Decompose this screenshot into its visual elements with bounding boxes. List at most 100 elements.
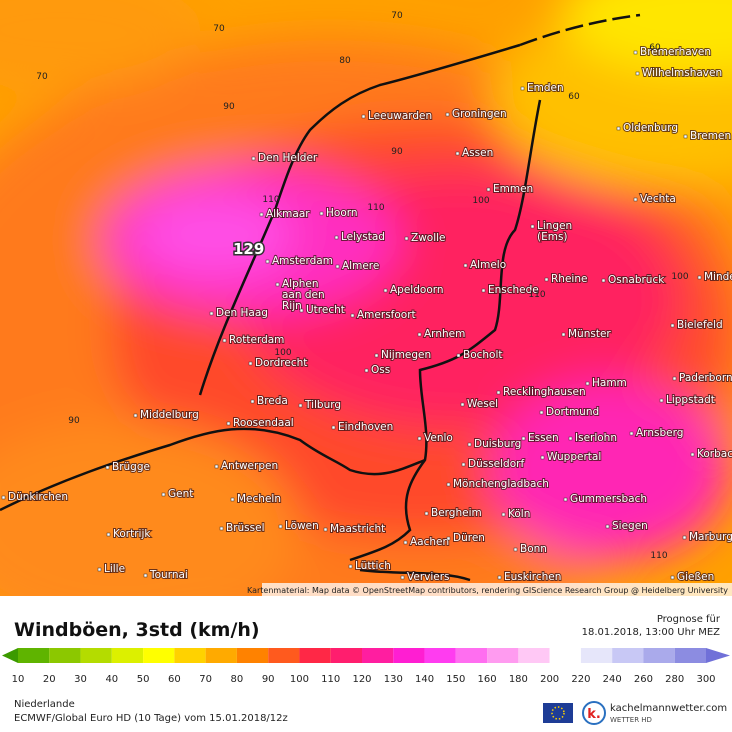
city-label: Eindhoven — [338, 421, 393, 433]
colorbar-label: 20 — [43, 674, 56, 685]
city-label: Lille — [104, 563, 125, 575]
colorbar-swatch — [330, 648, 362, 663]
city-dot — [521, 436, 526, 441]
city-dot — [275, 282, 280, 287]
city-label: Osnabrück — [608, 274, 665, 286]
city-dot — [568, 436, 573, 441]
brand-logo — [582, 701, 606, 725]
city-label: Groningen — [452, 108, 507, 120]
max-value: 129 — [233, 240, 264, 258]
colorbar-swatch — [612, 648, 644, 663]
city-label: Emmen — [493, 183, 533, 195]
city-dot — [635, 71, 640, 76]
colorbar-label: 100 — [290, 674, 309, 685]
contour-label: 100 — [671, 272, 688, 282]
city-dot — [629, 431, 634, 436]
city-dot — [670, 323, 675, 328]
city-label: Hoorn — [326, 207, 358, 219]
city-label: Lüttich — [355, 560, 391, 572]
city-label: Iserlohn — [575, 432, 617, 444]
city-label: Tilburg — [304, 399, 341, 411]
city-dot — [250, 399, 255, 404]
city-dot — [265, 259, 270, 264]
colorbar-swatch — [518, 648, 550, 663]
contour-label: 110 — [650, 551, 667, 561]
city-dot — [348, 564, 353, 569]
city-dot — [374, 353, 379, 358]
city-label: Rijn — [282, 300, 302, 312]
city-dot — [670, 575, 675, 580]
city-dot — [259, 212, 264, 217]
city-dot — [446, 482, 451, 487]
colorbar-swatch — [299, 648, 331, 663]
city-dot — [105, 465, 110, 470]
contour-labels: 70 70 70 80 90 90 60 60 110 110 100 100 100 110 90 110 — [36, 11, 689, 561]
contour-label: 90 — [223, 102, 235, 112]
city-label: Aachen — [410, 536, 449, 548]
city-label: Roosendaal — [233, 417, 294, 429]
city-dot — [540, 455, 545, 460]
city-label: Münster — [568, 328, 611, 340]
city-label: Dordrecht — [255, 357, 307, 369]
city-label: Marburg — [689, 531, 732, 543]
contour-label: 110 — [528, 290, 545, 300]
city-dot — [251, 156, 256, 161]
city-label: Köln — [508, 508, 530, 520]
colorbar-swatch — [236, 648, 269, 663]
city-dot — [501, 512, 506, 517]
city-dot — [143, 573, 148, 578]
colorbar-label: 120 — [352, 674, 371, 685]
city-dot — [455, 151, 460, 156]
city-dot — [106, 532, 111, 537]
city-label: Wesel — [467, 398, 498, 410]
contour-label: 60 — [649, 43, 661, 53]
city-label: Minden — [704, 271, 732, 283]
colorbar-swatch — [674, 648, 706, 663]
city-dot — [417, 436, 422, 441]
city-dot — [601, 278, 606, 283]
city-dot — [400, 575, 405, 580]
city-label: Almere — [342, 260, 379, 272]
eu-flag — [543, 703, 573, 723]
city-label: Oss — [371, 364, 390, 376]
colorbar-label: 260 — [634, 674, 653, 685]
map: Bremerhaven Wilhelmshaven Emden Groningen Le… — [0, 0, 732, 596]
city-dot — [403, 540, 408, 545]
model: ECMWF/Global Euro HD (10 Tage) vom 15.01… — [14, 713, 288, 724]
city-label: Bonn — [520, 543, 547, 555]
colorbar-label: 60 — [168, 674, 181, 685]
city-label: Brügge — [112, 461, 150, 473]
city-label: Löwen — [285, 520, 319, 532]
city-dot — [383, 288, 388, 293]
city-label: Vechta — [640, 193, 676, 205]
brand: kachelmannwetter.com — [610, 703, 727, 714]
city-dot — [633, 197, 638, 202]
colorbar-label: 90 — [262, 674, 275, 685]
city-dot — [513, 547, 518, 552]
city-dot — [446, 536, 451, 541]
city-dot — [633, 50, 638, 55]
city-dot — [682, 535, 687, 540]
city-label: Emden — [527, 82, 564, 94]
city-label: Euskirchen — [504, 571, 561, 583]
city-dot — [209, 311, 214, 316]
city-label: (Ems) — [537, 231, 568, 243]
city-dot — [463, 263, 468, 268]
contour-label: 110 — [262, 195, 279, 205]
contour-label: 70 — [213, 24, 225, 34]
colorbar-swatch — [143, 648, 175, 663]
city-label: Venlo — [424, 432, 453, 444]
contour-label: 70 — [391, 11, 403, 21]
contour-label: 100 — [274, 348, 291, 358]
city-labels: Bremerhaven Wilhelmshaven Emden Groningen Le… — [1, 45, 732, 584]
colorbar-swatch — [393, 648, 425, 663]
city-label: Arnhem — [424, 328, 465, 340]
city-label: Middelburg — [140, 409, 199, 421]
contour-label: 100 — [472, 196, 489, 206]
city-dot — [404, 236, 409, 241]
city-label: Rotterdam — [229, 334, 284, 346]
city-dot — [424, 511, 429, 516]
colorbar-label: 80 — [231, 674, 244, 685]
city-dot — [214, 464, 219, 469]
city-label: Enschede — [488, 284, 539, 296]
